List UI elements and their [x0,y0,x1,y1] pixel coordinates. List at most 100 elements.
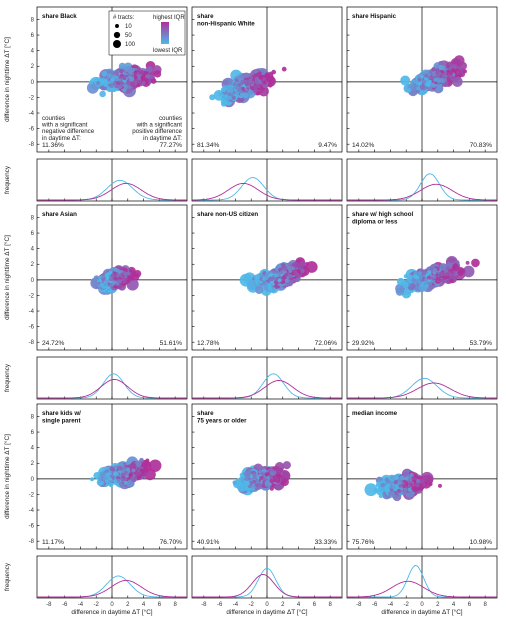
y-tick-label: -6 [29,325,35,331]
data-point [438,74,443,79]
density-curve-highest [347,382,497,399]
right-percent: 33.33% [315,539,338,546]
y-tick-label: -8 [29,340,35,346]
scatter-points [209,66,287,108]
data-point [431,67,436,72]
data-point [280,263,286,268]
annotation-right: counties [159,115,182,122]
data-point [400,287,405,292]
data-point [449,75,454,80]
data-point [153,70,162,78]
data-point [266,77,271,83]
data-point [441,266,447,271]
annotation-right: positive difference [132,128,182,135]
data-point [402,489,407,494]
data-point [110,273,115,278]
y-axis-label: difference in nighttime ΔT [°C] [3,235,11,320]
data-point [438,65,444,71]
data-point [101,277,106,282]
panel-title: median income [352,410,398,417]
data-point [433,77,438,82]
y-tick-label: 8 [31,17,35,23]
x-tick-label: -6 [62,602,68,608]
density-curve-highest [191,182,342,201]
panel-3: -8 -6 -4 -2 0 2 4 6 8 share Asian 24.72% 51.61% [29,204,188,400]
data-point [388,491,392,496]
data-point [134,471,139,476]
data-point [250,86,255,91]
data-point [296,274,301,279]
data-point [143,465,149,470]
data-point [431,72,437,77]
data-point [428,85,433,90]
data-point [243,471,248,476]
data-point [136,79,142,85]
data-point [408,274,413,279]
x-tick-label: -8 [201,602,207,608]
data-point [209,94,216,101]
data-point [403,274,409,279]
data-point [281,66,287,72]
data-point [268,474,273,479]
panel-6: -8 -6 -4 -2 0 2 4 6 8 share kids w/single parent 1… [29,403,188,616]
legend-title: # tracts: [113,15,135,21]
data-point [126,279,131,284]
data-point [427,281,433,287]
data-point [445,272,450,277]
data-point [300,268,305,274]
data-point [428,482,433,487]
data-point [288,269,293,273]
data-point [109,84,114,89]
data-point [471,258,480,268]
data-point [259,276,264,282]
legend-size-marker [115,24,119,28]
data-point [269,486,274,491]
panel-title: share non-US citizen [197,211,258,218]
data-point [446,64,450,69]
data-point [378,493,384,499]
data-point [258,470,263,474]
data-point [417,280,422,285]
panel-title: share kids w/ [42,410,81,417]
y-tick-label: -6 [29,524,35,530]
data-point [99,90,106,98]
y-tick-label: 0 [31,477,35,483]
data-point [244,476,249,481]
data-point [243,479,248,484]
data-point [261,483,266,488]
legend-color-bar [161,22,169,44]
data-point [98,476,103,481]
data-point [401,289,412,299]
data-point [269,470,274,475]
data-point [257,71,262,76]
x-tick-label: 8 [173,602,177,608]
y-tick-label: -8 [29,539,35,545]
right-percent: 51.61% [160,340,183,347]
data-point [251,80,255,85]
data-point [125,473,130,478]
density-panel [346,158,498,202]
data-point [118,279,122,284]
data-point [234,86,239,91]
density-curve-highest [192,574,342,598]
data-point [402,281,409,288]
legend-size-marker [113,40,121,48]
data-point [252,472,257,477]
y-tick-label: 0 [31,80,35,86]
data-point [131,68,136,73]
data-point [130,82,136,87]
y-tick-label: 2 [31,461,35,467]
data-point [305,261,309,266]
data-point [128,473,133,478]
data-point [113,276,118,281]
data-point [102,476,107,481]
y-axis-label-group: difference in nighttime ΔT [°C] frequency [3,434,11,591]
density-curve-highest [192,380,342,399]
data-point [254,76,259,81]
data-point [409,472,414,477]
data-point [121,472,126,477]
data-point [426,275,431,280]
panel-title: single parent [42,418,81,425]
